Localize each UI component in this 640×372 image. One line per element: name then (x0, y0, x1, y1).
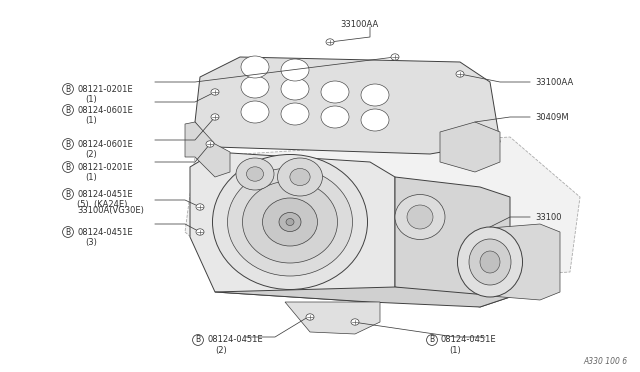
Text: 33100AA: 33100AA (535, 77, 573, 87)
Text: 08124-0451E: 08124-0451E (441, 336, 497, 344)
Polygon shape (285, 302, 380, 334)
Ellipse shape (227, 168, 353, 276)
Text: 30409M: 30409M (535, 112, 568, 122)
Text: (5)  (KA24E): (5) (KA24E) (77, 199, 127, 208)
Ellipse shape (281, 59, 309, 81)
Ellipse shape (321, 106, 349, 128)
Ellipse shape (246, 167, 264, 181)
Text: 08124-0451E: 08124-0451E (207, 336, 262, 344)
Ellipse shape (243, 181, 337, 263)
Text: 33100A(VG30E): 33100A(VG30E) (77, 205, 144, 215)
Ellipse shape (262, 198, 317, 246)
Ellipse shape (361, 84, 389, 106)
Ellipse shape (286, 218, 294, 225)
Ellipse shape (196, 229, 204, 235)
Text: 08124-0601E: 08124-0601E (77, 140, 132, 148)
Text: B: B (65, 163, 70, 171)
Ellipse shape (480, 251, 500, 273)
Text: 08121-0201E: 08121-0201E (77, 163, 132, 171)
Ellipse shape (278, 158, 323, 196)
Ellipse shape (279, 212, 301, 231)
Text: B: B (65, 228, 70, 237)
Text: (3): (3) (85, 237, 97, 247)
Polygon shape (215, 287, 510, 307)
Ellipse shape (236, 158, 274, 190)
Text: A330 100 6: A330 100 6 (584, 357, 628, 366)
Ellipse shape (206, 141, 214, 147)
Ellipse shape (281, 103, 309, 125)
Ellipse shape (407, 205, 433, 229)
Ellipse shape (326, 39, 334, 45)
Text: 08121-0201E: 08121-0201E (77, 84, 132, 93)
Ellipse shape (456, 71, 464, 77)
Ellipse shape (321, 81, 349, 103)
Polygon shape (395, 177, 510, 307)
Text: B: B (65, 189, 70, 199)
Text: B: B (195, 336, 200, 344)
Text: B: B (429, 336, 435, 344)
Polygon shape (190, 152, 395, 302)
Text: B: B (65, 106, 70, 115)
Polygon shape (185, 122, 230, 177)
Text: 08124-0451E: 08124-0451E (77, 228, 132, 237)
Polygon shape (185, 137, 580, 292)
Text: (1): (1) (85, 94, 97, 103)
Ellipse shape (458, 227, 522, 297)
Ellipse shape (211, 89, 219, 95)
Ellipse shape (391, 54, 399, 60)
Ellipse shape (241, 101, 269, 123)
Ellipse shape (351, 319, 359, 325)
Ellipse shape (469, 239, 511, 285)
Text: 08124-0601E: 08124-0601E (77, 106, 132, 115)
Ellipse shape (196, 204, 204, 210)
Ellipse shape (281, 78, 309, 100)
Text: B: B (65, 140, 70, 148)
Text: (2): (2) (85, 150, 97, 158)
Ellipse shape (361, 109, 389, 131)
Polygon shape (440, 122, 500, 172)
Ellipse shape (290, 169, 310, 186)
Ellipse shape (395, 195, 445, 240)
Polygon shape (490, 224, 560, 300)
Ellipse shape (211, 114, 219, 120)
Ellipse shape (306, 314, 314, 320)
Text: B: B (65, 84, 70, 93)
Polygon shape (195, 57, 500, 154)
Text: (1): (1) (85, 115, 97, 125)
Text: 33100: 33100 (535, 212, 561, 221)
Text: 08124-0451E: 08124-0451E (77, 189, 132, 199)
Text: 33100AA: 33100AA (340, 19, 378, 29)
Ellipse shape (241, 76, 269, 98)
Ellipse shape (241, 56, 269, 78)
Text: (1): (1) (449, 346, 461, 355)
Text: (2): (2) (215, 346, 227, 355)
Text: (1): (1) (85, 173, 97, 182)
Ellipse shape (212, 154, 367, 289)
